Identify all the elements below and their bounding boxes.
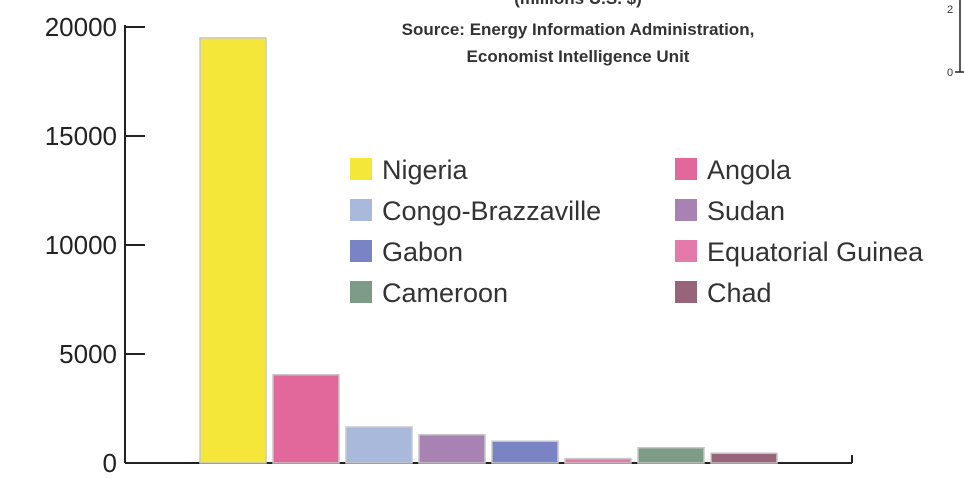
y-tick-label-5000: 5000 (59, 339, 117, 369)
legend-swatch-gabon (350, 240, 372, 262)
legend: Nigeria Congo-Brazzaville Gabon Cameroon Ang… (350, 155, 924, 308)
y-tick-label-15000: 15000 (45, 121, 117, 151)
y-tick-label-10000: 10000 (45, 230, 117, 260)
y-tick-label-20000: 20000 (45, 12, 117, 42)
y-tick-label-0: 0 (103, 448, 117, 478)
legend-label-angola: Angola (707, 155, 792, 185)
legend-label-cameroon: Cameroon (382, 278, 508, 308)
inset-axis-fragment: 2 0 (947, 0, 964, 79)
legend-swatch-cameroon (350, 281, 372, 303)
legend-label-gabon: Gabon (382, 237, 463, 267)
legend-label-congo-brazzaville: Congo-Brazzaville (382, 196, 601, 226)
legend-label-sudan: Sudan (707, 196, 785, 226)
bar-chad (710, 452, 778, 464)
legend-label-equatorial-guinea: Equatorial Guinea (707, 237, 924, 267)
source-line-2: Economist Intelligence Unit (467, 47, 690, 66)
legend-label-nigeria: Nigeria (382, 155, 469, 185)
inset-tick-label-0: 0 (947, 67, 953, 79)
bar-gabon (491, 440, 559, 464)
bar-congo-brazzaville (345, 426, 413, 464)
legend-label-chad: Chad (707, 278, 772, 308)
legend-swatch-equatorial-guinea (675, 240, 697, 262)
legend-swatch-congo-brazzaville (350, 199, 372, 221)
bars (199, 37, 778, 464)
bar-equatorial-guinea (564, 457, 632, 464)
chart-title-fragment: (millions U.S. $) (514, 0, 642, 8)
source-line-1: Source: Energy Information Administratio… (402, 20, 755, 39)
bar-cameroon (637, 446, 705, 464)
bar-sudan (418, 433, 486, 464)
chart-header: (millions U.S. $) Source: Energy Informa… (402, 0, 755, 66)
legend-swatch-angola (675, 158, 697, 180)
inset-tick-label-2: 2 (947, 4, 953, 16)
legend-swatch-nigeria (350, 158, 372, 180)
bar-angola (272, 373, 340, 464)
legend-swatch-sudan (675, 199, 697, 221)
legend-swatch-chad (675, 281, 697, 303)
bar-nigeria (199, 37, 267, 464)
